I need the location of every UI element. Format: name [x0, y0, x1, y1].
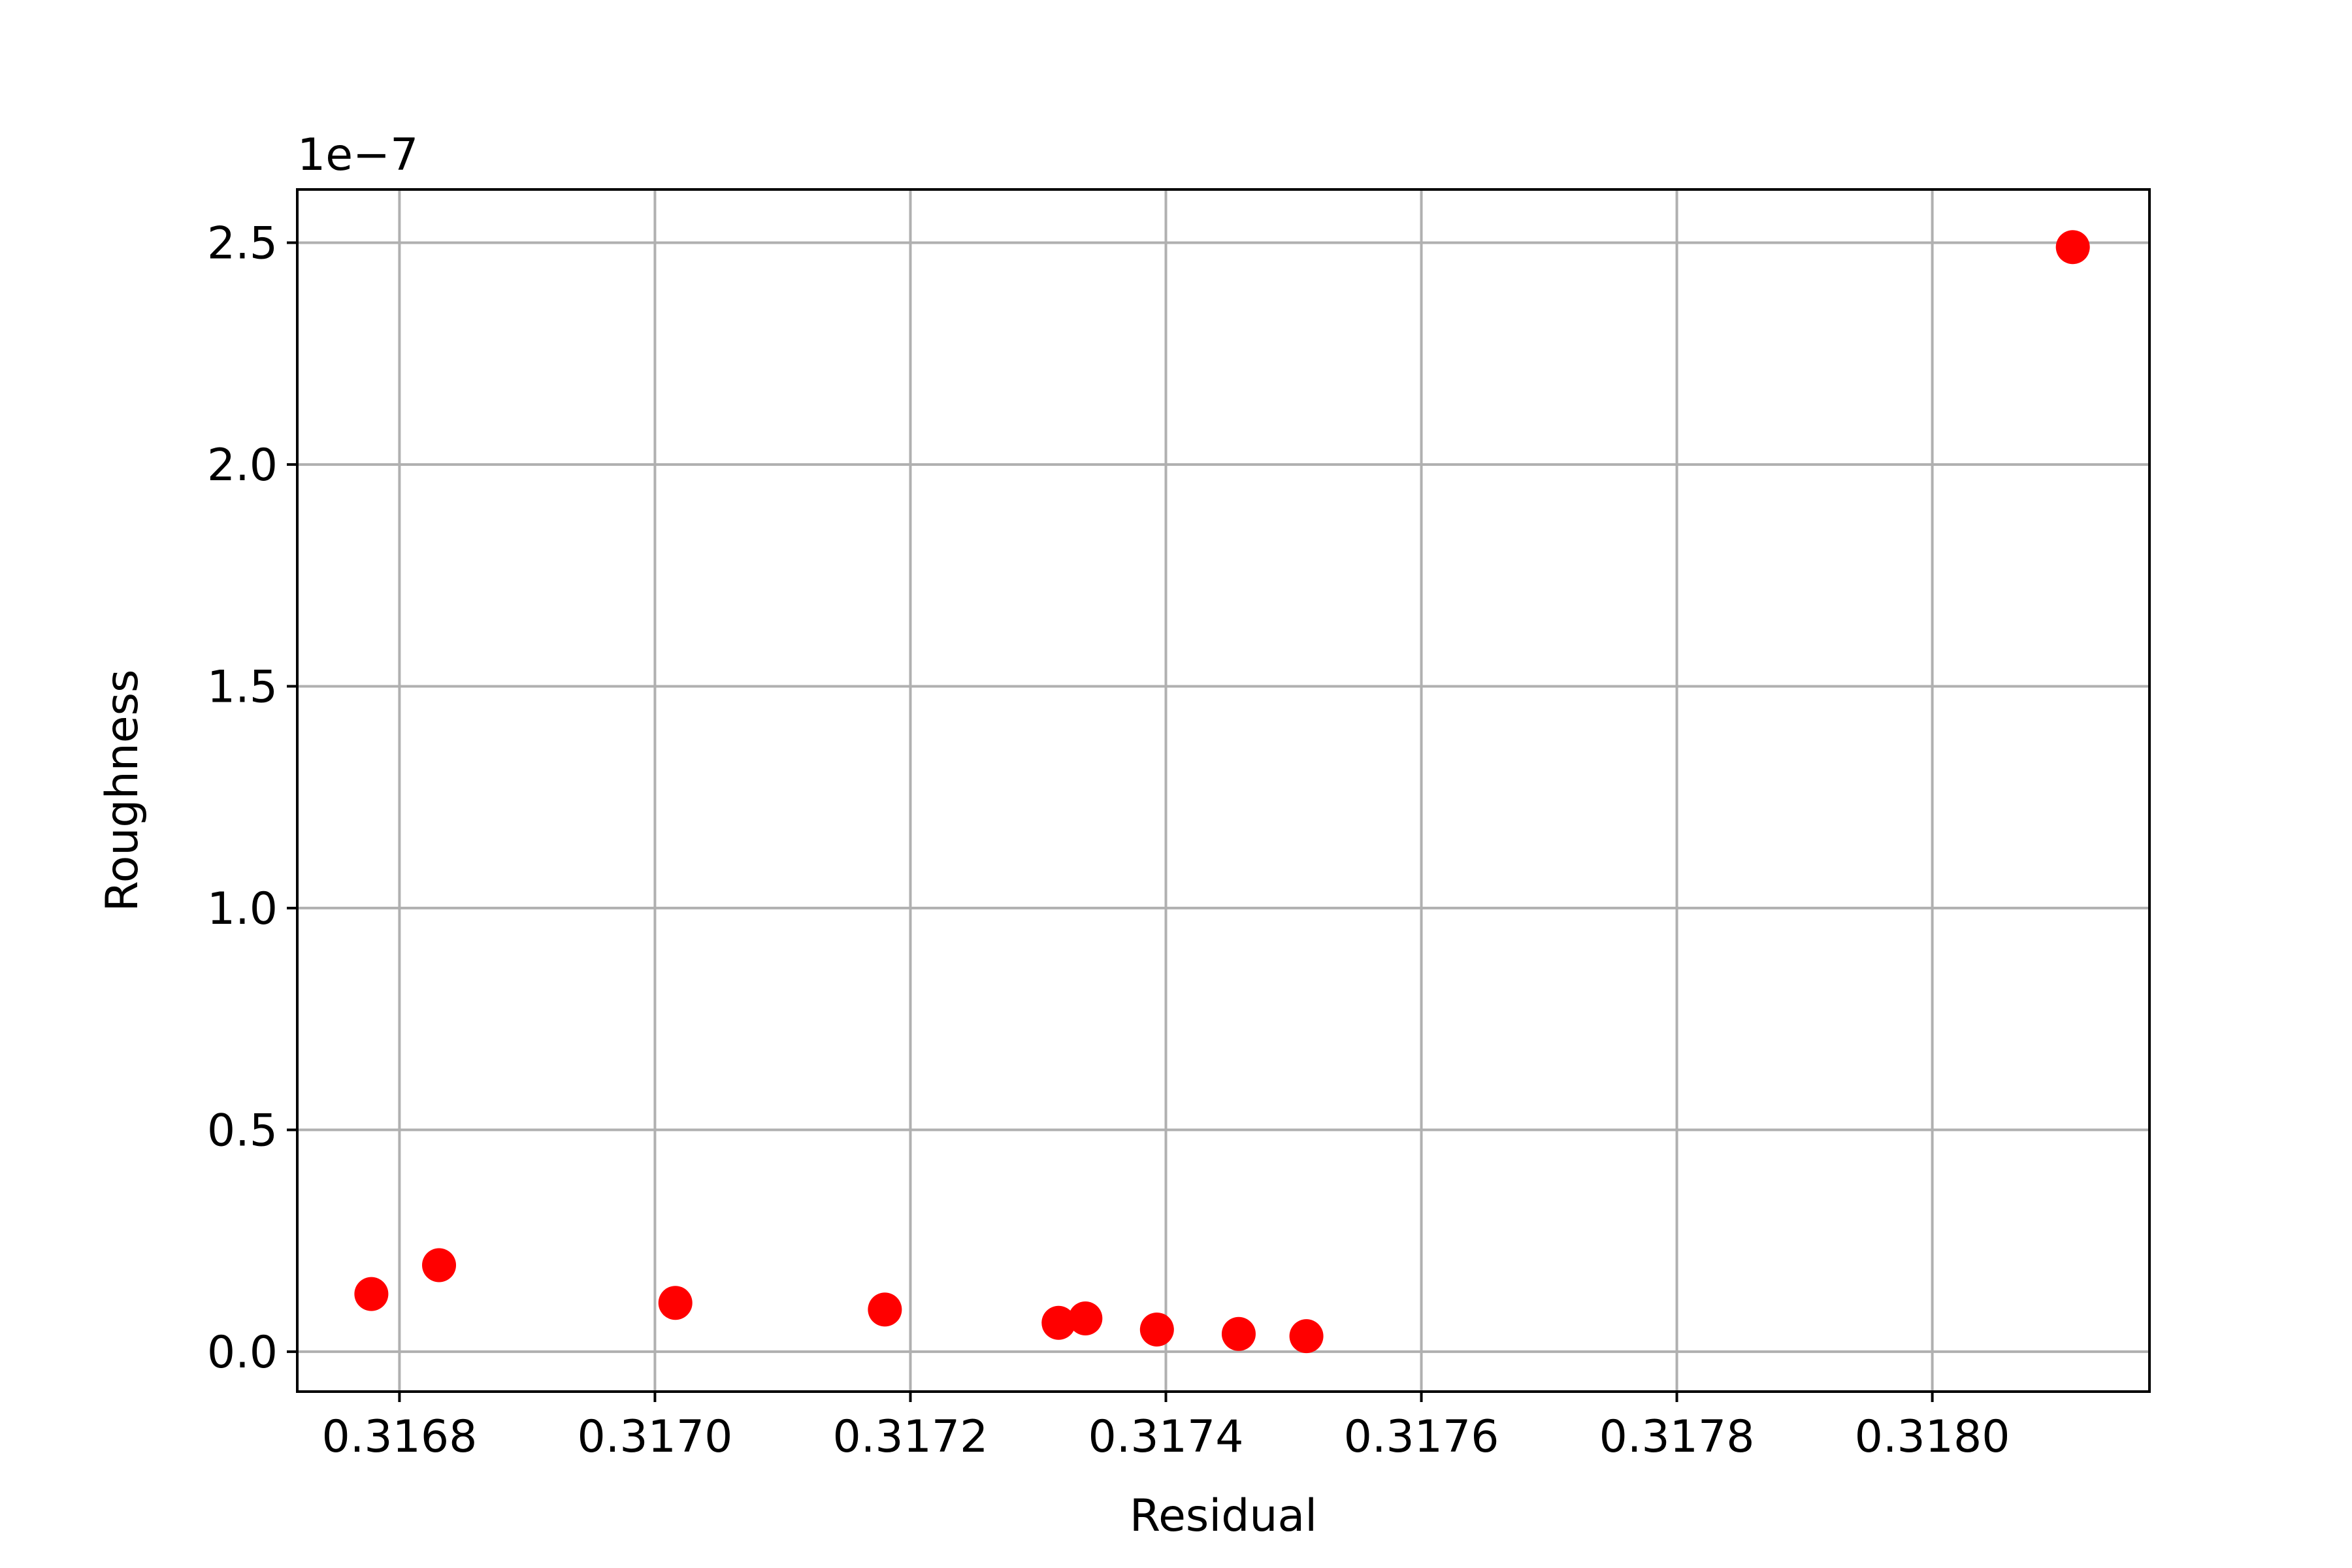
data-point: [1289, 1319, 1324, 1354]
x-tick-label: 0.3170: [577, 1411, 732, 1463]
data-point: [868, 1292, 902, 1327]
x-tick-label: 0.3178: [1599, 1411, 1755, 1463]
data-point: [1041, 1305, 1076, 1340]
y-tick-label: 0.5: [207, 1105, 278, 1156]
data-point: [658, 1286, 693, 1320]
data-point: [1068, 1301, 1103, 1335]
data-point: [422, 1248, 457, 1282]
y-tick-label: 1.5: [207, 661, 278, 713]
y-axis-offset-label: 1e−7: [297, 129, 418, 181]
x-tick-label: 0.3172: [833, 1411, 988, 1463]
x-tick-label: 0.3180: [1855, 1411, 2010, 1463]
data-point: [2055, 230, 2090, 265]
y-tick-label: 0.0: [207, 1327, 278, 1379]
data-points: [354, 230, 2090, 1354]
y-axis-ticks: 0.0 0.5 1.0 1.5 2.0 2.5: [207, 218, 297, 1379]
data-point: [354, 1277, 389, 1311]
x-tick-label: 0.3168: [321, 1411, 477, 1463]
y-axis-label: Roughness: [97, 670, 148, 912]
grid: [297, 189, 2149, 1392]
y-tick-label: 2.0: [207, 440, 278, 491]
data-point: [1221, 1316, 1256, 1351]
x-axis-ticks: 0.3168 0.3170 0.3172 0.3174 0.3176 0.3178 0.31…: [321, 1392, 2010, 1463]
x-tick-label: 0.3174: [1088, 1411, 1244, 1463]
x-axis-label: Residual: [1130, 1490, 1317, 1542]
data-point: [1139, 1312, 1174, 1347]
y-tick-label: 1.0: [207, 883, 278, 935]
x-tick-label: 0.3176: [1344, 1411, 1499, 1463]
plot-frame: [296, 188, 2151, 1393]
y-tick-label: 2.5: [207, 218, 278, 269]
